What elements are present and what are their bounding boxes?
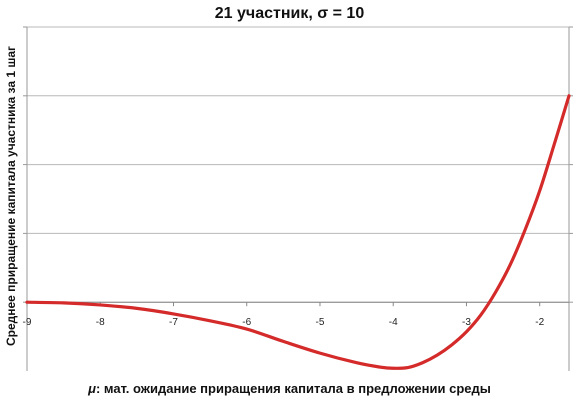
x-axis-label-text: : мат. ожидание приращения капитала в пр… [95, 381, 491, 396]
chart-title: 21 участник, σ = 10 [214, 5, 365, 22]
x-tick-label-1: -8 [96, 317, 105, 328]
x-tick-label-3: -6 [242, 317, 251, 328]
x-tick-label-4: -5 [316, 317, 325, 328]
x-tick-label-5: -4 [389, 317, 398, 328]
series-layer [25, 94, 571, 370]
series-line-0 [25, 94, 571, 370]
x-tick-label-2: -7 [169, 317, 178, 328]
tick-layer: -9 -8 -7 -6 -5 -4 -3 -2 [23, 302, 545, 328]
x-axis-label: μ: мат. ожидание приращения капитала в п… [0, 381, 579, 396]
axis-layer [23, 26, 573, 371]
grid-layer [27, 26, 569, 303]
x-tick-label-7: -2 [535, 317, 544, 328]
x-tick-label-0: -9 [23, 317, 32, 328]
x-tick-label-6: -3 [462, 317, 471, 328]
x-axis-label-symbol: μ [88, 381, 96, 396]
